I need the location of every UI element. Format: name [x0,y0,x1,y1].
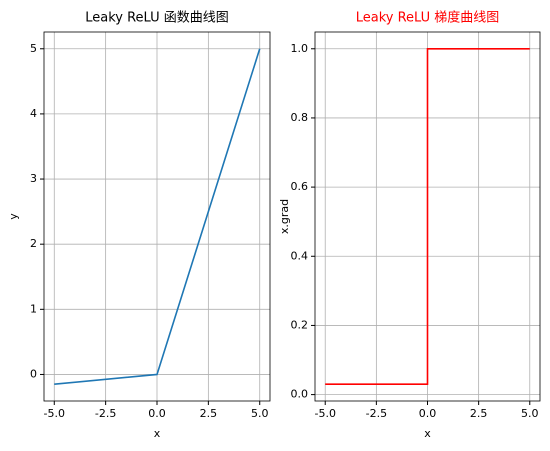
y-tick-label: 0.4 [291,249,309,262]
x-tick-label: -2.5 [95,407,116,420]
y-axis-label: y [7,213,20,220]
y-tick-label: 3 [30,172,37,185]
x-tick-label: -5.0 [314,407,335,420]
x-tick-label: 5.0 [521,407,539,420]
x-tick-label: 2.5 [200,407,218,420]
x-axis-label: x [154,427,161,440]
data-line [325,47,530,386]
chart-title: Leaky ReLU 函数曲线图 [85,11,229,26]
y-tick-label: 1 [30,302,37,315]
y-tick-label: 4 [30,107,37,120]
y-tick-label: 0 [30,367,37,380]
x-axis-label: x [424,427,431,440]
axes-frame [314,31,541,402]
x-tick-label: 5.0 [251,407,269,420]
x-tick-label: 0.0 [148,407,166,420]
y-tick-label: 2 [30,237,37,250]
x-tick-label: 2.5 [470,407,488,420]
data-line [54,48,261,386]
y-tick-label: 5 [30,42,37,55]
y-tick-label: 0.0 [291,388,309,401]
y-tick-label: 0.8 [291,111,309,124]
y-tick-label: 1.0 [291,42,309,55]
axes-frame [43,31,271,402]
x-tick-label: -2.5 [366,407,387,420]
y-axis-label: x.grad [278,199,291,234]
x-tick-label: -5.0 [44,407,65,420]
y-tick-label: 0.6 [291,180,309,193]
y-tick-label: 0.2 [291,318,309,331]
x-tick-label: 0.0 [419,407,437,420]
chart-title: Leaky ReLU 梯度曲线图 [356,10,500,26]
